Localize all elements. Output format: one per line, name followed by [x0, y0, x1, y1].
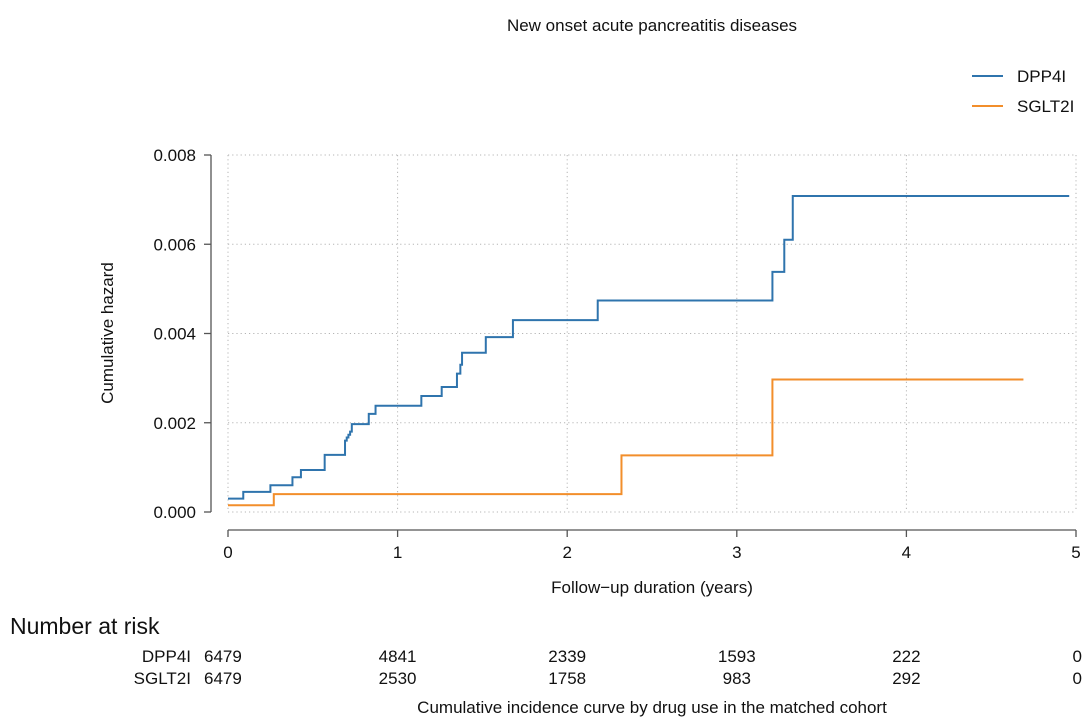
risk-count: 0 [1073, 669, 1082, 688]
x-tick-label: 3 [732, 543, 741, 562]
risk-count: 6479 [204, 669, 242, 688]
y-tick-label: 0.004 [153, 325, 196, 344]
series-line-dpp4i [228, 195, 1070, 500]
legend: DPP4I SGLT2I [972, 67, 1074, 116]
risk-count: 4841 [379, 647, 417, 666]
risk-count: 292 [892, 669, 920, 688]
x-tick-label: 2 [562, 543, 571, 562]
x-axis-label: Follow−up duration (years) [551, 578, 753, 597]
risk-table: DPP4I 6479 4841 2339 1593 222 0 SGLT2I 6479 2530 1… [134, 647, 1082, 688]
x-axis: 0 1 2 3 4 5 [223, 529, 1081, 562]
x-tick-label: 1 [393, 543, 402, 562]
risk-count: 983 [723, 669, 751, 688]
risk-count: 0 [1073, 647, 1082, 666]
chart-title: New onset acute pancreatitis diseases [507, 16, 797, 35]
risk-count: 2530 [379, 669, 417, 688]
risk-row-label: SGLT2I [134, 669, 191, 688]
risk-count: 6479 [204, 647, 242, 666]
risk-count: 2339 [548, 647, 586, 666]
y-axis: 0.000 0.002 0.004 0.006 0.008 [153, 146, 212, 522]
x-tick-label: 0 [223, 543, 232, 562]
risk-count: 1758 [548, 669, 586, 688]
series-line-sglt2i [228, 378, 1024, 507]
y-tick-label: 0.006 [153, 235, 196, 254]
chart-caption: Cumulative incidence curve by drug use i… [417, 698, 887, 717]
y-axis-label: Cumulative hazard [98, 262, 117, 404]
series-layer [228, 195, 1070, 507]
x-tick-label: 5 [1071, 543, 1080, 562]
y-tick-label: 0.000 [153, 503, 196, 522]
risk-row-label: DPP4I [142, 647, 191, 666]
y-tick-label: 0.002 [153, 414, 196, 433]
x-tick-label: 4 [902, 543, 911, 562]
y-tick-label: 0.008 [153, 146, 196, 165]
risk-count: 222 [892, 647, 920, 666]
risk-table-title: Number at risk [10, 613, 160, 639]
legend-label-dpp4i: DPP4I [1017, 67, 1066, 86]
legend-label-sglt2i: SGLT2I [1017, 97, 1074, 116]
grid [227, 154, 1077, 513]
risk-count: 1593 [718, 647, 756, 666]
